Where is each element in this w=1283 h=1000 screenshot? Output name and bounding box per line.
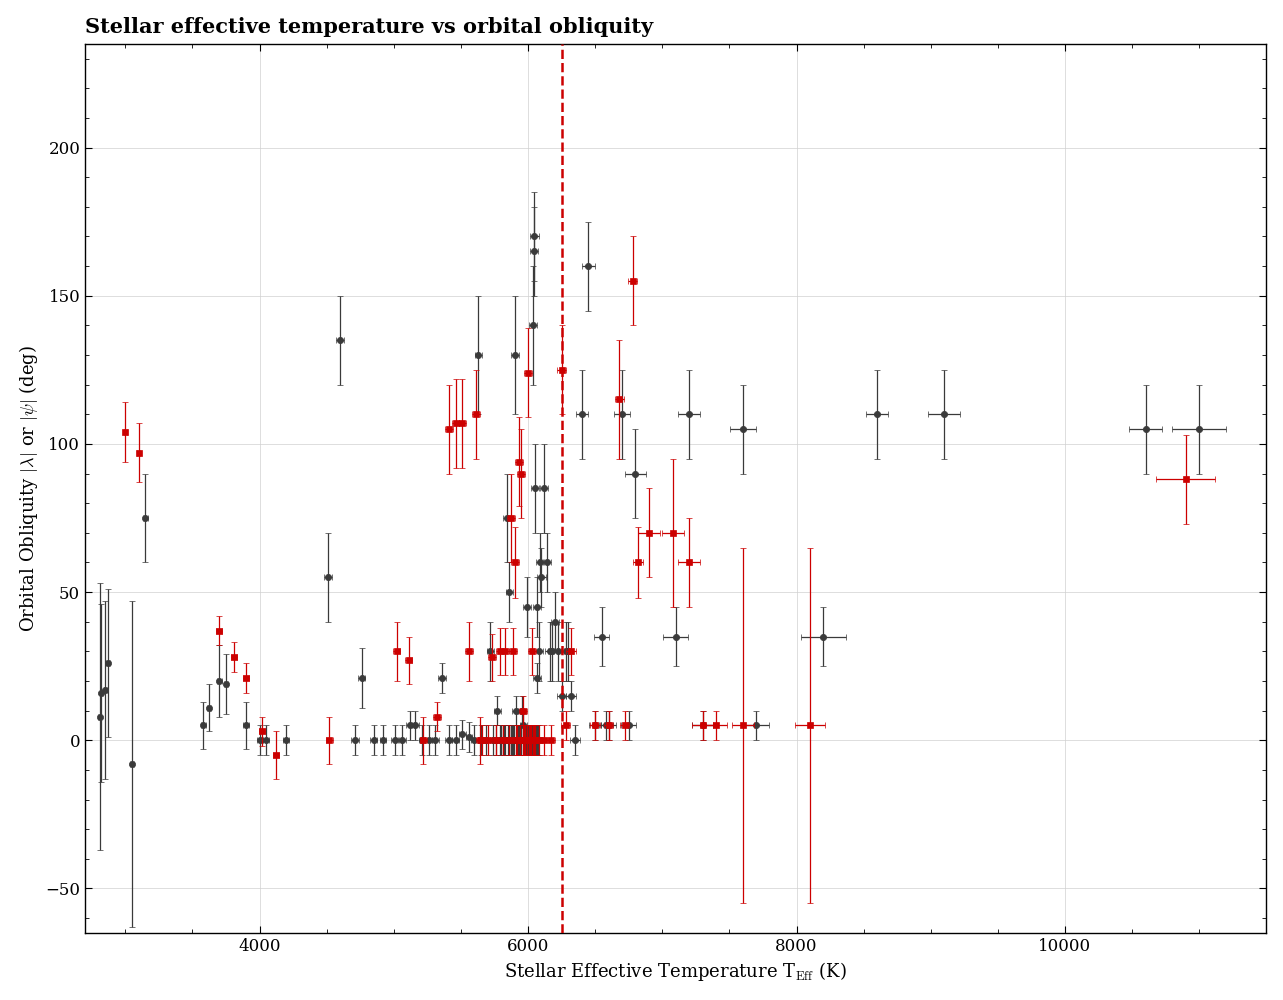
X-axis label: Stellar Effective Temperature T$_{\rm Eff}$ (K): Stellar Effective Temperature T$_{\rm Ef… [504,960,847,983]
Y-axis label: Orbital Obliquity $|\lambda|$ or $|\psi|$ (deg): Orbital Obliquity $|\lambda|$ or $|\psi|… [17,345,40,632]
Text: Stellar effective temperature vs orbital obliquity: Stellar effective temperature vs orbital… [85,17,653,37]
